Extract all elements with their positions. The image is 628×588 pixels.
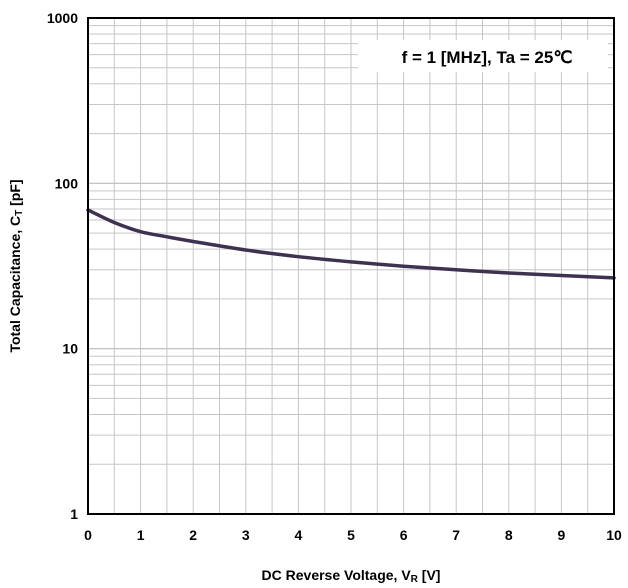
y-tick-label: 1000	[47, 10, 78, 26]
capacitance-curve	[86, 208, 616, 280]
x-tick-label: 0	[84, 527, 92, 543]
x-tick-label: 7	[452, 527, 460, 543]
y-axis-title: Total Capacitance, CT [pF]	[7, 179, 25, 352]
x-tick-label: 9	[558, 527, 566, 543]
x-axis-title-unit: [V]	[418, 567, 441, 583]
x-tick-label: 6	[400, 527, 408, 543]
grid-lines	[88, 18, 614, 514]
x-tick-label: 3	[242, 527, 250, 543]
y-axis-title-subscript: T	[14, 210, 25, 216]
x-axis-title-main: DC Reverse Voltage, V	[262, 567, 412, 583]
x-axis-title: DC Reverse Voltage, VR [V]	[262, 567, 441, 585]
x-tick-label: 2	[189, 527, 197, 543]
y-axis-title-main: Total Capacitance, C	[7, 216, 23, 353]
x-tick-label: 1	[137, 527, 145, 543]
x-tick-label: 10	[606, 527, 622, 543]
y-tick-label: 1	[70, 506, 78, 522]
y-axis-title-unit: [pF]	[7, 179, 23, 209]
series-layer	[86, 208, 616, 280]
y-tick-label: 10	[62, 341, 78, 357]
x-tick-label: 5	[347, 527, 355, 543]
y-tick-label: 100	[55, 175, 79, 191]
plot-frame	[87, 17, 615, 515]
x-tick-label: 4	[295, 527, 303, 543]
x-axis-title-subscript: R	[411, 574, 419, 585]
x-tick-label: 8	[505, 527, 513, 543]
annotation-text: f = 1 [MHz], Ta = 25℃	[402, 48, 573, 67]
condition-annotation: f = 1 [MHz], Ta = 25℃	[358, 40, 608, 72]
annotation-background	[358, 40, 608, 72]
